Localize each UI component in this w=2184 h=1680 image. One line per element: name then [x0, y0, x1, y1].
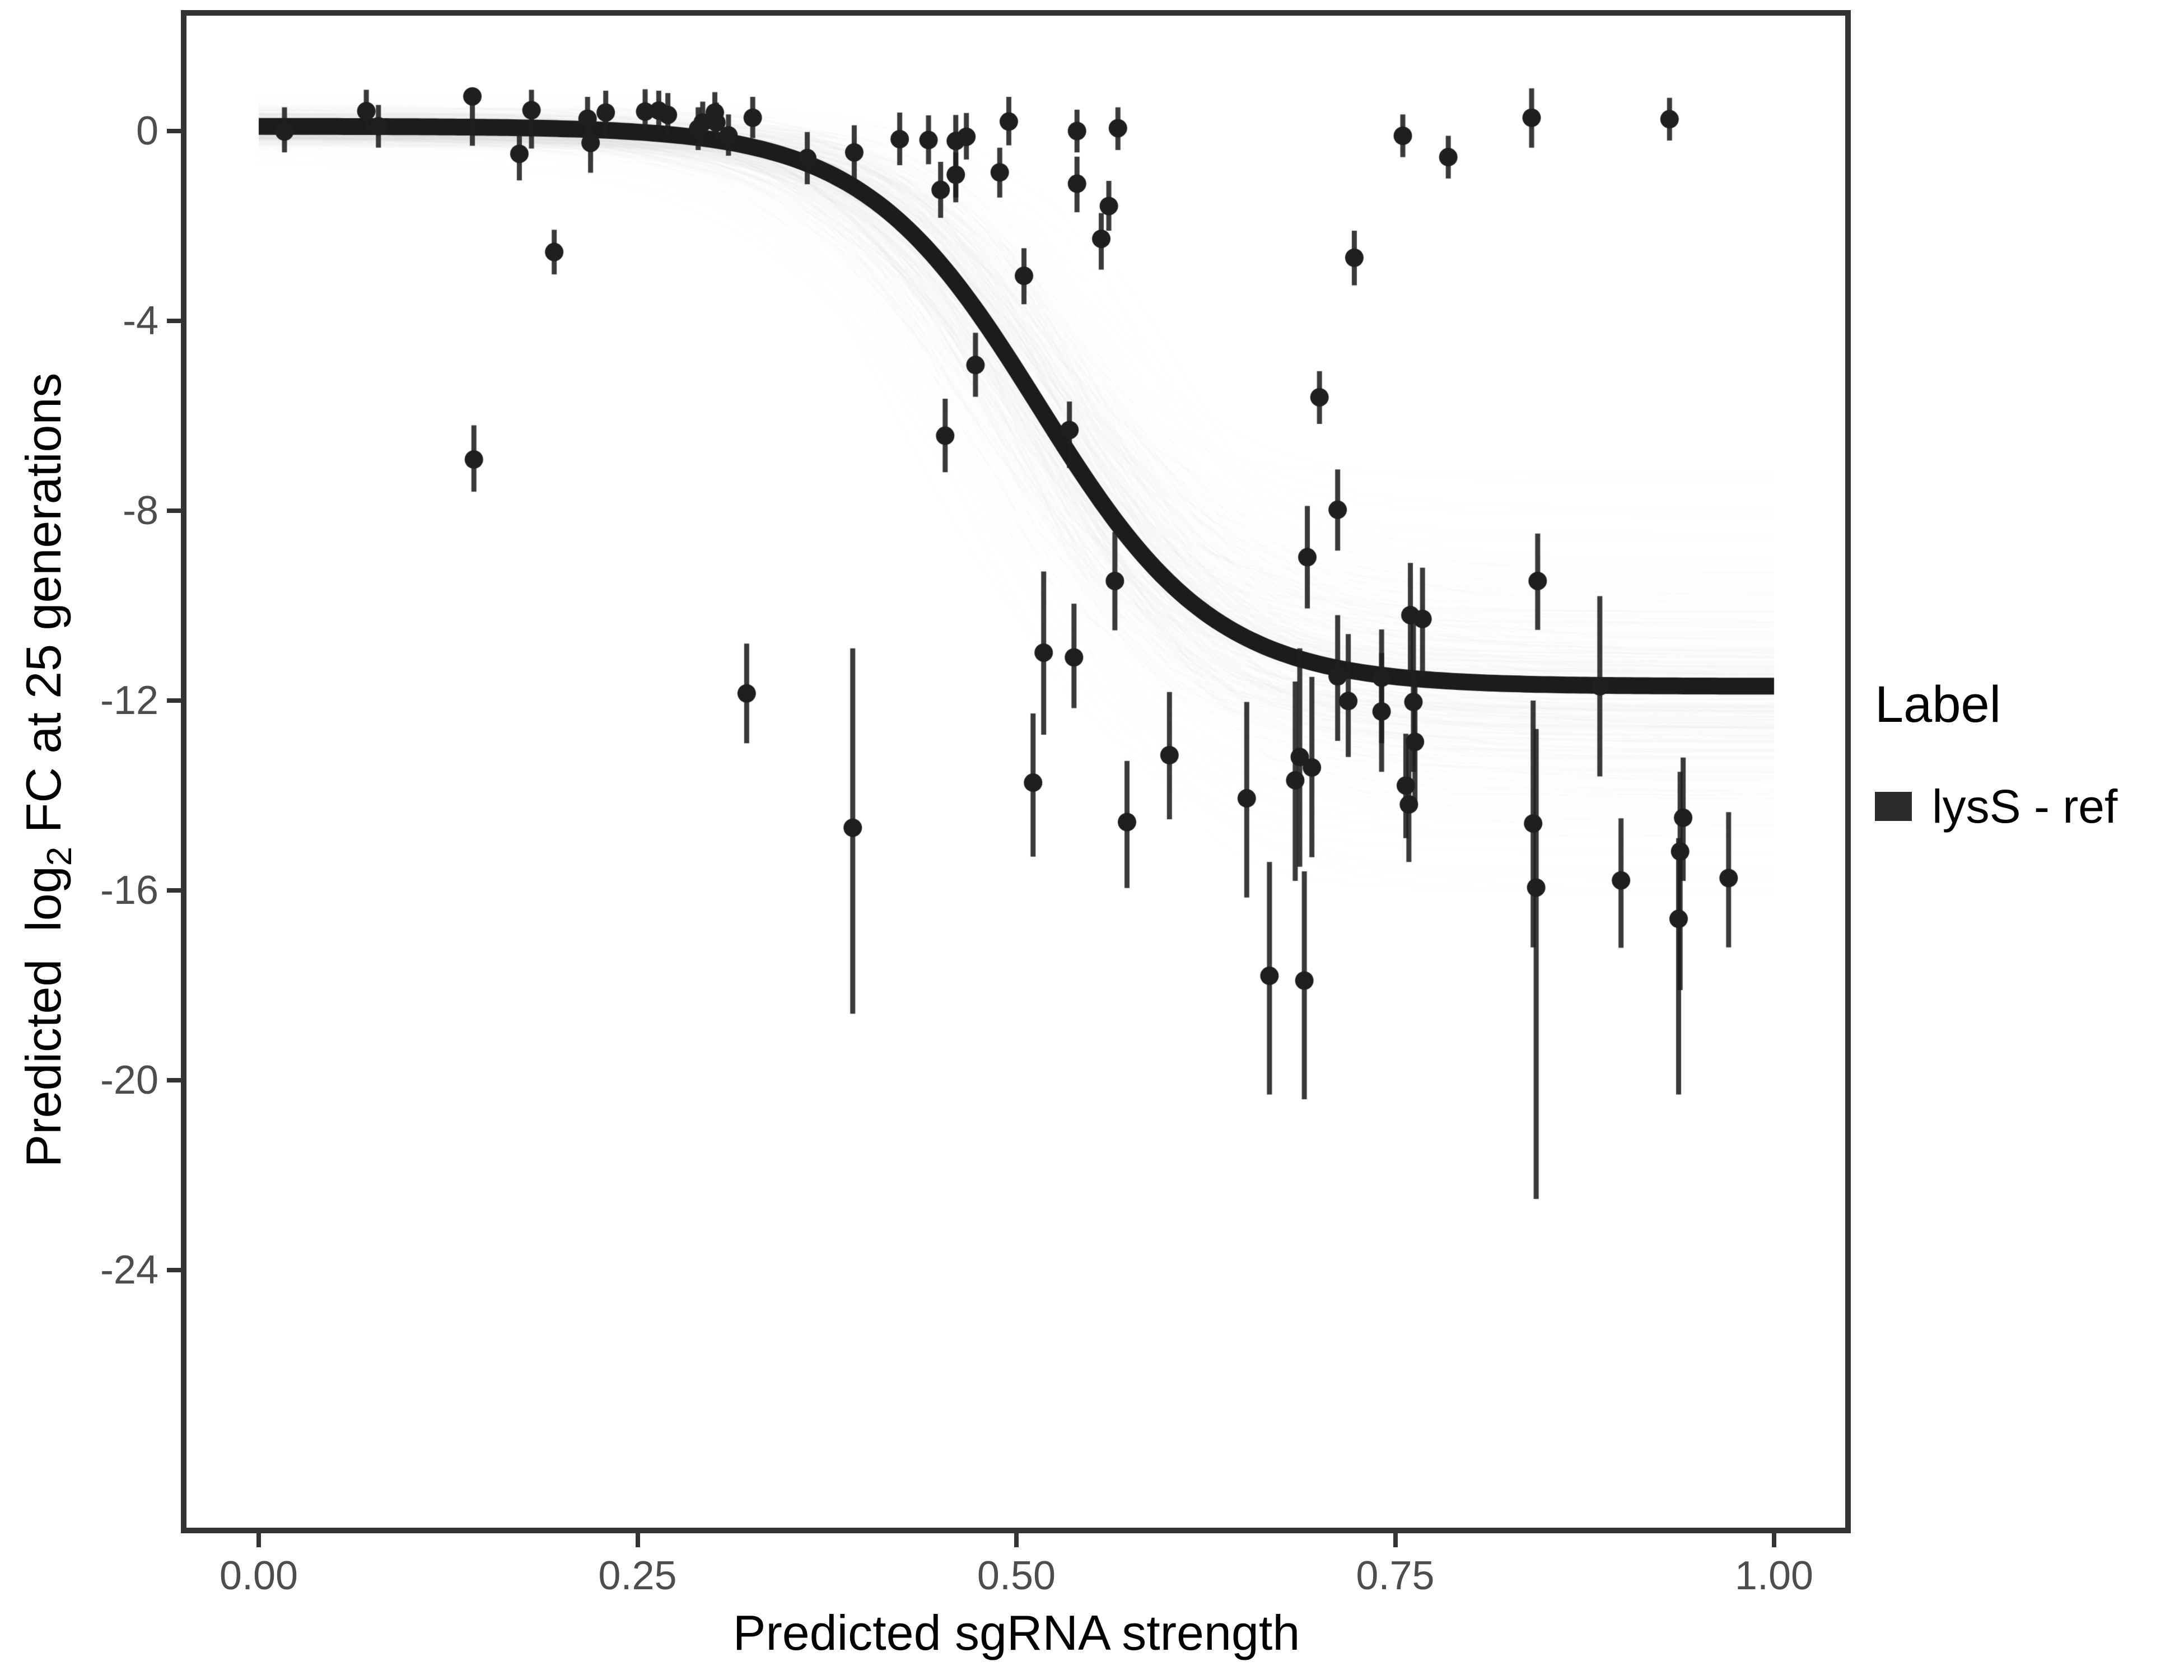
y-tick--16	[167, 888, 181, 893]
legend-item-label: lysS - ref	[1932, 780, 2118, 833]
x-tick-1.00	[1772, 1533, 1776, 1547]
y-tick--12	[167, 698, 181, 703]
y-tick-label--20: -20	[100, 1058, 158, 1103]
x-tick-0.25	[635, 1533, 640, 1547]
y-tick--20	[167, 1078, 181, 1082]
y-axis-title: Predicted log2 FC at 25 generations	[16, 372, 79, 1168]
x-tick-label-0.50: 0.50	[977, 1553, 1056, 1598]
x-tick-label-0.00: 0.00	[219, 1553, 298, 1598]
y-tick-label--12: -12	[100, 678, 158, 723]
x-tick-0.00	[256, 1533, 261, 1547]
x-axis-title: Predicted sgRNA strength	[732, 1605, 1300, 1660]
y-tick-label--16: -16	[100, 868, 158, 913]
y-tick-0	[167, 129, 181, 133]
legend: Label lysS - ref	[1875, 679, 2117, 830]
x-tick-0.75	[1393, 1533, 1398, 1547]
plot-canvas	[186, 16, 1845, 1528]
y-tick-label--24: -24	[100, 1248, 158, 1292]
x-tick-label-0.75: 0.75	[1356, 1553, 1435, 1598]
x-tick-label-1.00: 1.00	[1734, 1553, 1814, 1598]
legend-key-swatch	[1875, 792, 1912, 821]
y-tick-label--4: -4	[122, 298, 158, 343]
y-axis-title-suffix: FC at 25 generations	[16, 372, 72, 847]
y-tick-label-0: 0	[136, 109, 158, 153]
legend-item: lysS - ref	[1875, 783, 2117, 830]
y-axis-title-subscript: 2	[40, 846, 79, 866]
y-tick--8	[167, 508, 181, 513]
x-tick-label-0.25: 0.25	[598, 1553, 677, 1598]
y-tick--24	[167, 1268, 181, 1272]
y-tick-label--8: -8	[122, 488, 158, 533]
y-tick--4	[167, 319, 181, 323]
x-tick-0.50	[1014, 1533, 1019, 1547]
y-axis-title-prefix: Predicted log	[16, 866, 72, 1168]
legend-title: Label	[1875, 676, 2001, 733]
